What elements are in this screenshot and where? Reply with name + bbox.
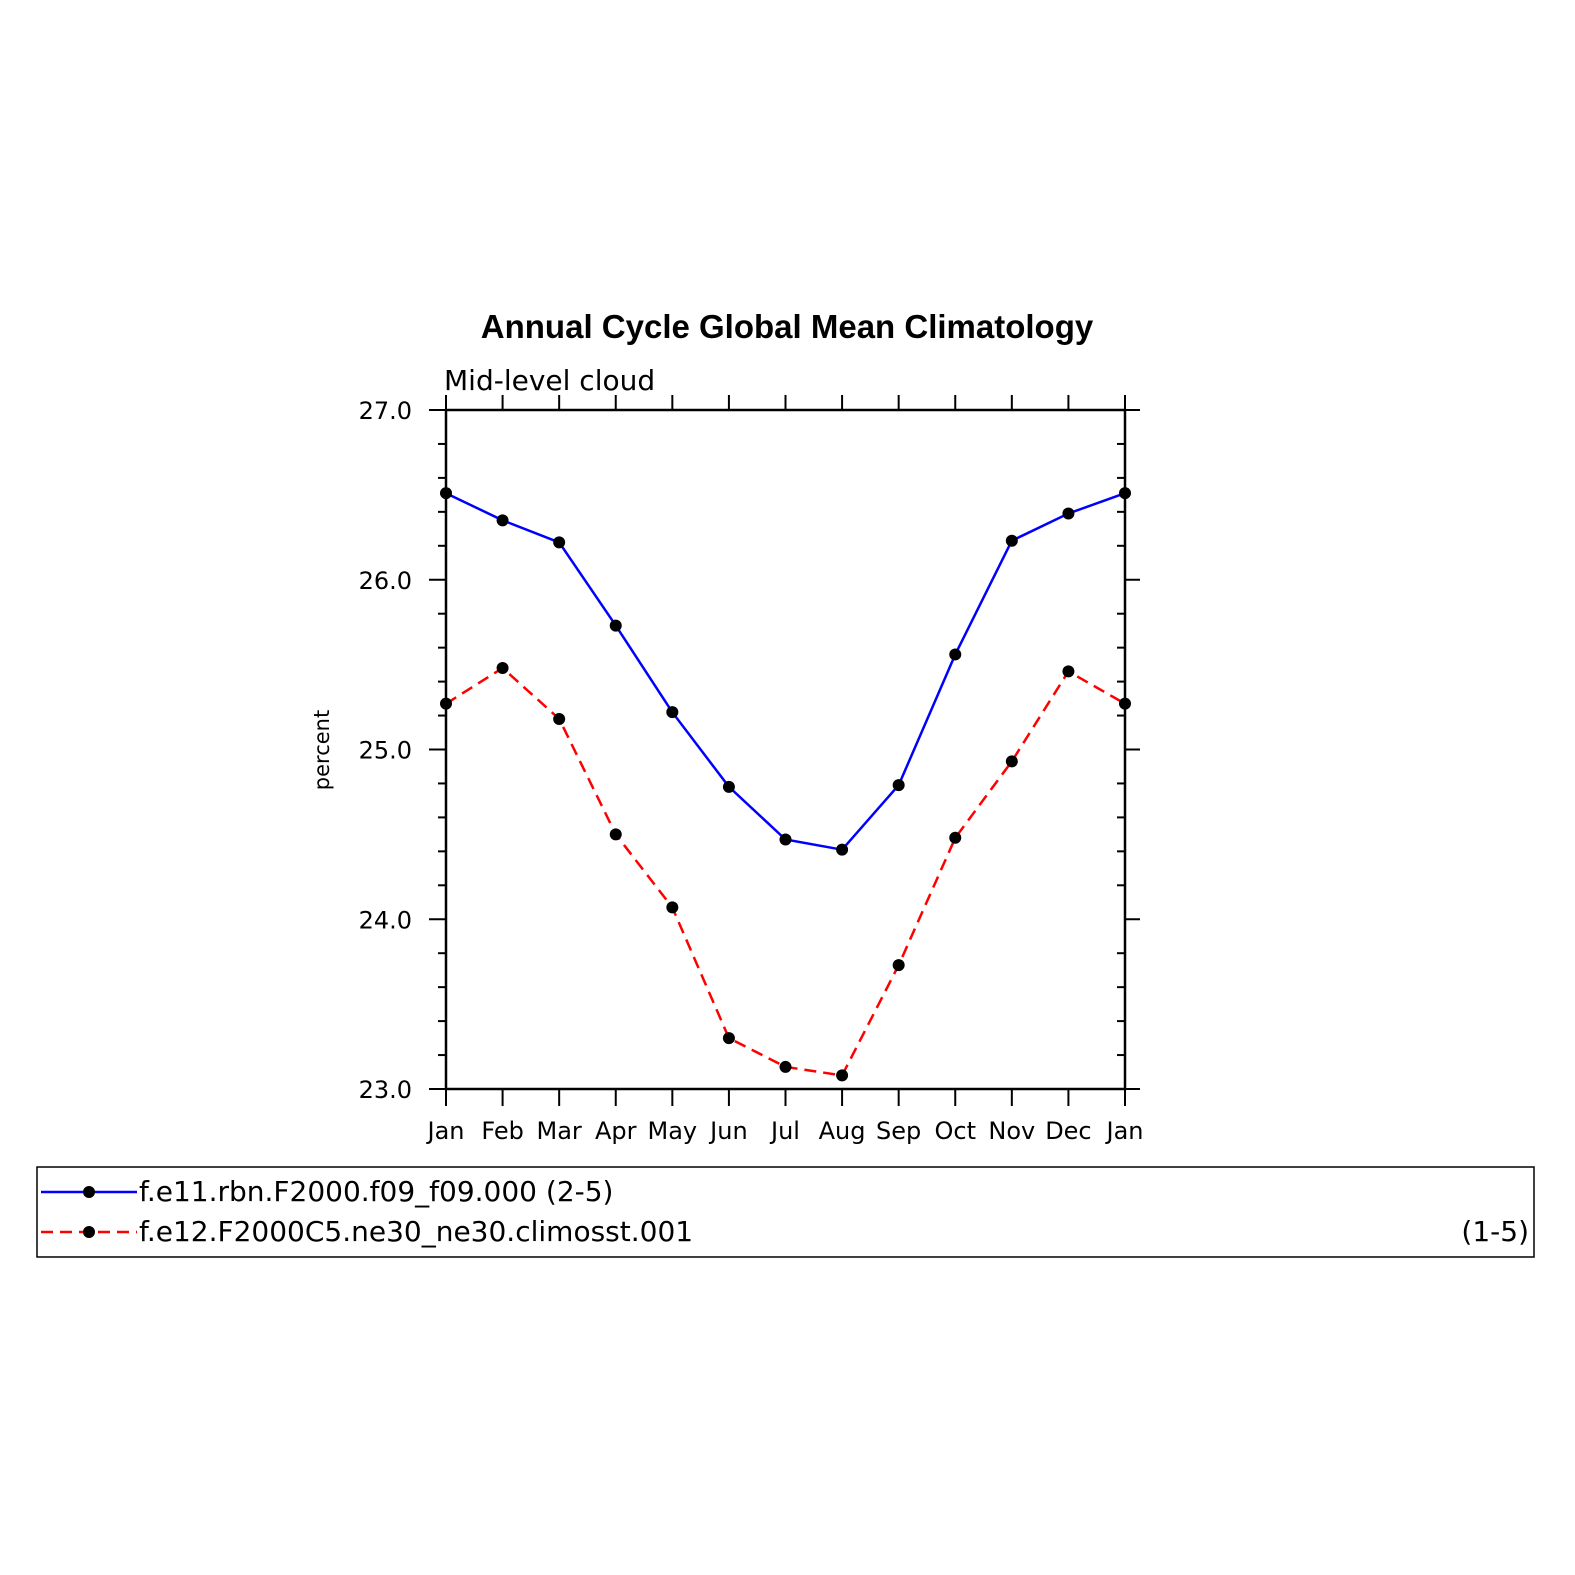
data-point xyxy=(892,779,905,792)
data-point xyxy=(1005,755,1018,768)
data-point xyxy=(1062,507,1075,520)
x-tick-label: Apr xyxy=(595,1117,637,1145)
data-point xyxy=(949,648,962,661)
x-tick-label: Jan xyxy=(426,1117,465,1145)
y-tick-label: 27.0 xyxy=(359,397,412,425)
x-tick-label: Nov xyxy=(988,1117,1035,1145)
data-point xyxy=(779,833,792,846)
legend-label-series-2-suffix: (1-5) xyxy=(1461,1215,1529,1248)
x-tick-label: Dec xyxy=(1045,1117,1091,1145)
legend-marker-series-1 xyxy=(83,1186,95,1198)
data-point xyxy=(1005,534,1018,547)
y-axis-label: percent xyxy=(310,710,334,790)
series-line xyxy=(445,666,1126,1077)
data-point xyxy=(892,959,905,972)
data-point xyxy=(609,619,622,632)
y-tick-label: 25.0 xyxy=(359,737,412,765)
data-point xyxy=(553,536,566,549)
series-2 xyxy=(440,662,1131,1082)
data-point xyxy=(836,843,849,856)
x-tick-label: May xyxy=(648,1117,698,1145)
series-layer xyxy=(440,487,1131,1082)
legend: f.e11.rbn.F2000.f09_f09.000 (2-5) f.e12.… xyxy=(36,1166,1535,1258)
x-tick-label: Sep xyxy=(876,1117,921,1145)
data-point xyxy=(496,662,509,675)
data-point xyxy=(440,487,452,500)
legend-box xyxy=(36,1166,1535,1258)
series-line xyxy=(445,492,1126,852)
chart-title: Annual Cycle Global Mean Climatology xyxy=(481,308,1094,345)
data-point xyxy=(440,697,452,710)
data-point xyxy=(496,514,509,527)
axis-ticks xyxy=(429,395,1140,1106)
data-point xyxy=(722,780,735,793)
plot-frame xyxy=(444,408,1127,1091)
series-1 xyxy=(440,487,1131,856)
x-tick-label: Jul xyxy=(769,1117,800,1145)
legend-label-series-1: f.e11.rbn.F2000.f09_f09.000 (2-5) xyxy=(139,1175,613,1208)
x-tick-label: Jan xyxy=(1105,1117,1144,1145)
x-tick-label: Aug xyxy=(819,1117,866,1145)
y-tick-label: 23.0 xyxy=(359,1076,412,1104)
data-point xyxy=(949,831,962,844)
plot-area: Jan Feb Mar Apr May Jun Jul Aug Sep Oct Nov Dec Jan … xyxy=(359,395,1144,1145)
data-point xyxy=(553,712,566,725)
x-tick-label: Jun xyxy=(708,1117,748,1145)
x-tick-label: Mar xyxy=(537,1117,582,1145)
chart-subtitle: Mid-level cloud xyxy=(444,364,655,397)
x-tick-label: Feb xyxy=(481,1117,524,1145)
x-tick-labels: Jan Feb Mar Apr May Jun Jul Aug Sep Oct Nov Dec Jan xyxy=(426,1117,1144,1145)
y-tick-label: 24.0 xyxy=(359,906,412,934)
data-point xyxy=(722,1032,735,1045)
legend-marker-series-2 xyxy=(83,1226,95,1238)
data-point xyxy=(1062,665,1075,678)
data-point xyxy=(609,828,622,841)
data-point xyxy=(1119,487,1131,500)
data-point xyxy=(1119,697,1131,710)
y-tick-labels: 23.0 24.0 25.0 26.0 27.0 xyxy=(359,397,412,1104)
x-tick-label: Oct xyxy=(935,1117,977,1145)
data-point xyxy=(666,706,679,719)
data-point xyxy=(666,901,679,914)
y-tick-label: 26.0 xyxy=(359,567,412,595)
data-point xyxy=(779,1060,792,1073)
legend-label-series-2: f.e12.F2000C5.ne30_ne30.climosst.001 xyxy=(139,1215,693,1248)
data-point xyxy=(836,1069,849,1082)
